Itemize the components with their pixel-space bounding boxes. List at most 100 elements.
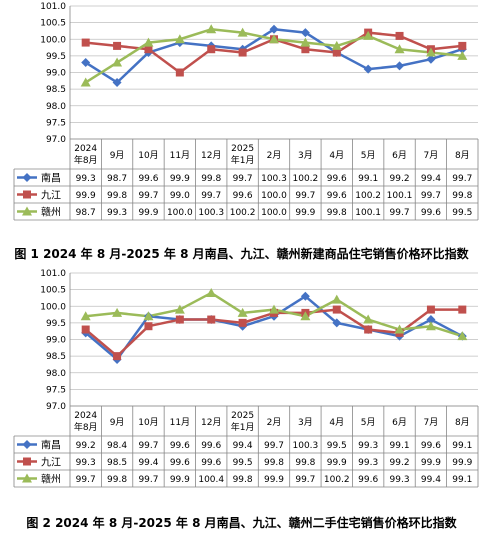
chart-2-data-label: 99.2 [390, 458, 410, 468]
chart-2-x-tick-label: 7月 [424, 417, 439, 428]
chart-2-title: 图 2 2024 年 8 月-2025 年 8 月南昌、九江、赣州二手住宅销售价… [26, 516, 457, 530]
chart-1-x-tick-label: 2月 [267, 150, 282, 161]
chart-1-data-label: 100.0 [261, 191, 287, 201]
chart-1-data-label: 99.2 [390, 174, 410, 184]
chart-1-data-label: 100.0 [261, 208, 287, 218]
chart-1-x-tick-label: 2025 [231, 144, 254, 154]
chart-2-data-point [80, 311, 91, 321]
chart-1-data-label: 99.6 [327, 174, 347, 184]
chart-2-legend-marker [22, 440, 32, 449]
chart-2-data-label: 99.6 [170, 458, 190, 468]
chart-1-data-label: 99.7 [201, 191, 221, 201]
chart-1-data-point [363, 30, 374, 40]
chart-2-x-tick-label: 10月 [138, 417, 158, 428]
chart-1-data-label: 99.1 [358, 174, 378, 184]
chart-2-data-label: 100.3 [293, 441, 319, 451]
chart-1-data-point [395, 31, 404, 40]
chart-2-data-point [81, 325, 90, 334]
chart-1-x-tick-label: 3月 [298, 150, 313, 161]
chart-1-data-point [301, 45, 310, 54]
chart-1-data-label: 100.2 [293, 174, 319, 184]
chart-1-data-label: 99.8 [201, 174, 221, 184]
chart-2-data-point [425, 321, 436, 331]
chart-1-data-point [331, 40, 342, 50]
chart-2-data-point [300, 291, 310, 301]
chart-2-y-tick-label: 97.5 [46, 385, 66, 395]
chart-1-data-point [300, 28, 310, 38]
chart-2-x-tick-label: 9月 [110, 417, 125, 428]
chart-1-series-name: 南昌 [41, 172, 61, 185]
chart-2-y-tick-label: 98.5 [46, 352, 66, 362]
chart-2-data-label: 99.9 [264, 475, 284, 485]
chart-2-data-label: 99.8 [264, 458, 284, 468]
chart-2-data-point [269, 304, 279, 314]
chart-2-data-label: 99.7 [264, 441, 284, 451]
chart-2-data-label: 99.8 [295, 458, 315, 468]
chart-1-legend-marker [23, 190, 31, 199]
chart-1-data-point [300, 37, 311, 47]
chart-1-data-label: 99.3 [107, 208, 127, 218]
chart-1-data-point [425, 47, 436, 57]
chart-2-data-point [458, 305, 467, 314]
chart-1-x-tick-label: 4月 [329, 150, 344, 161]
chart-1-data-point [269, 24, 279, 34]
chart-2-data-point [207, 315, 216, 324]
chart-2-data-label: 99.6 [201, 458, 221, 468]
chart-2-data-point [300, 311, 311, 321]
chart-1-data-point [426, 54, 436, 64]
chart-1-data-label: 99.6 [233, 191, 253, 201]
chart-2-data-point [331, 294, 342, 304]
chart-1-data-label: 99.9 [295, 208, 315, 218]
chart-2-data-label: 99.9 [452, 458, 472, 468]
chart-1-x-tick-label: 2024 [74, 144, 97, 154]
chart-1-x-tick-label: 7月 [424, 150, 439, 161]
chart-2-x-tick-label: 年8月 [74, 421, 98, 433]
chart-1-x-tick-label: 6月 [392, 150, 407, 161]
chart-2-data-label: 99.1 [452, 475, 472, 485]
chart-2-data-label: 99.3 [76, 458, 96, 468]
chart-1-x-tick-label: 5月 [361, 150, 376, 161]
chart-1-x-tick-label: 年1月 [231, 154, 255, 166]
chart-1-y-tick-label: 97.0 [46, 135, 66, 145]
chart-2-data-label: 100.2 [324, 475, 350, 485]
chart-2-data-label: 99.6 [358, 475, 378, 485]
chart-2-data-point [426, 315, 436, 325]
chart-1-series-name: 赣州 [41, 206, 61, 219]
chart-2-data-point [363, 314, 374, 324]
chart-1-data-label: 99.9 [76, 191, 96, 201]
chart-2-data-label: 99.6 [201, 441, 221, 451]
chart-2-y-tick-label: 100.5 [40, 286, 66, 296]
chart-2-data-point [175, 315, 184, 324]
chart-2-data-label: 99.7 [295, 475, 315, 485]
chart-1-title: 图 1 2024 年 8 月-2025 年 8 月南昌、九江、赣州新建商品住宅销… [14, 247, 469, 261]
chart-2-x-tick-label: 3月 [298, 417, 313, 428]
chart-1-data-label: 100.1 [355, 208, 381, 218]
chart-1-data-label: 100.1 [387, 191, 413, 201]
chart-1-data-point [332, 48, 341, 57]
chart-1-data-label: 98.7 [76, 208, 96, 218]
chart-2-data-label: 99.3 [358, 458, 378, 468]
chart-2-data-point [394, 324, 405, 334]
chart-2-series-name: 赣州 [41, 473, 61, 486]
chart-2-data-label: 99.5 [327, 441, 347, 451]
chart-1-data-point [395, 61, 405, 71]
chart-2-legend-marker [22, 473, 32, 483]
chart-1-x-tick-label: 12月 [201, 150, 221, 161]
chart-1-data-point [458, 41, 467, 50]
chart-1-data-label: 99.0 [170, 191, 190, 201]
chart-1-data-label: 99.8 [452, 191, 472, 201]
chart-1-data-label: 100.2 [355, 191, 381, 201]
chart-2-x-tick-label: 5月 [361, 417, 376, 428]
chart-2-series-name: 九江 [41, 457, 61, 469]
chart-1-data-label: 99.3 [76, 174, 96, 184]
chart-1-y-tick-label: 98.5 [46, 85, 66, 95]
chart-1-data-label: 99.8 [327, 208, 347, 218]
chart-2-x-tick-label: 2月 [267, 417, 282, 428]
chart-2-data-label: 99.9 [170, 475, 190, 485]
chart-2-x-tick-label: 2025 [231, 411, 254, 421]
chart-1-x-tick-label: 年8月 [74, 154, 98, 166]
chart-1-data-point [80, 77, 91, 87]
chart-2-data-label: 99.7 [76, 475, 96, 485]
chart-2-x-tick-label: 11月 [170, 417, 190, 428]
